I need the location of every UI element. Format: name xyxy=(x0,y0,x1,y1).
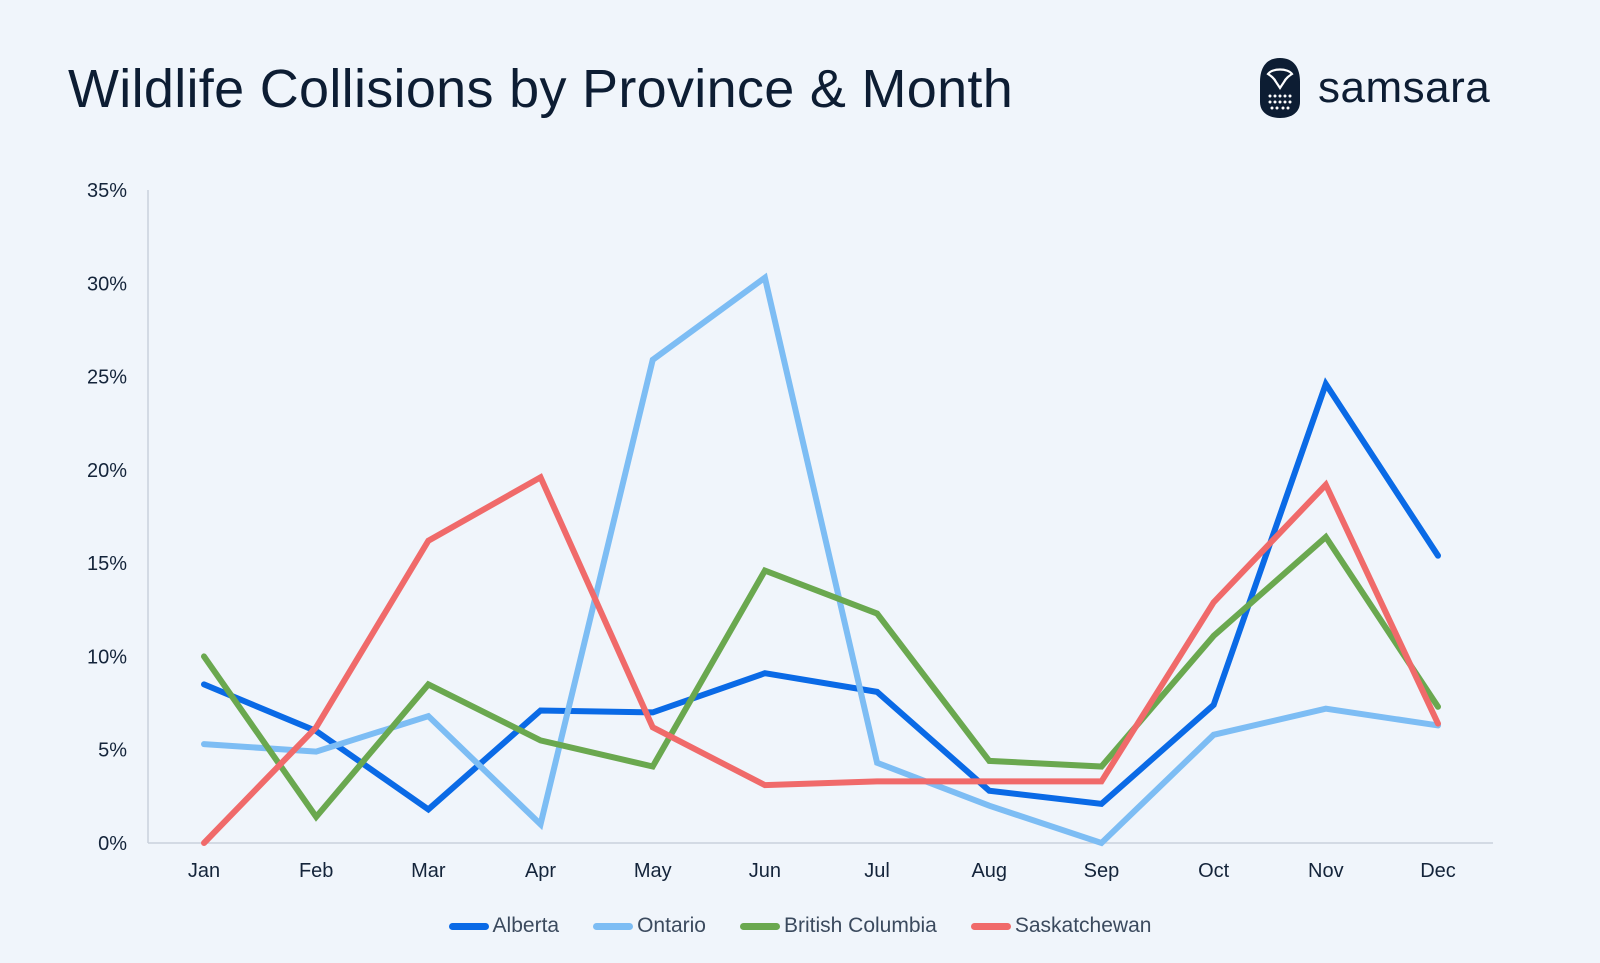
y-tick-label: 15% xyxy=(87,553,127,575)
series-line-saskatchewan xyxy=(201,473,1441,846)
y-tick-label: 35% xyxy=(87,180,127,202)
x-tick-label: Mar xyxy=(411,860,446,882)
y-tick-label: 30% xyxy=(87,273,127,295)
x-tick-label: Dec xyxy=(1420,860,1456,882)
legend-swatch xyxy=(970,922,1011,930)
brand-name: samsara xyxy=(1318,63,1491,112)
x-tick-label: Aug xyxy=(971,860,1007,882)
y-tick-label: 5% xyxy=(98,740,127,762)
x-tick-label: Apr xyxy=(525,860,556,882)
x-tick-label: Oct xyxy=(1198,860,1230,882)
legend-item: Ontario xyxy=(593,914,706,938)
chart-title: Wildlife Collisions by Province & Month xyxy=(68,59,1014,119)
x-tick-label: Feb xyxy=(299,860,333,882)
y-tick-label: 0% xyxy=(98,833,127,855)
brand-logo: samsara xyxy=(1258,56,1490,120)
y-tick-label: 10% xyxy=(87,646,127,668)
legend-label: British Columbia xyxy=(783,914,937,937)
owl-logo-icon xyxy=(1260,58,1300,118)
legend-swatch xyxy=(739,922,780,930)
series-line-alberta xyxy=(201,377,1441,814)
series-line-ontario xyxy=(201,272,1441,847)
legend-label: Ontario xyxy=(637,914,706,937)
y-tick-label: 25% xyxy=(87,367,127,389)
y-tick-label: 20% xyxy=(87,460,127,482)
line-chart: 0% 5% 10% 15% 20% 25% 30% 35% Jan Feb Mar Apr May Ju… xyxy=(87,180,1493,882)
x-tick-label: Sep xyxy=(1084,860,1120,882)
x-tick-label: Nov xyxy=(1308,860,1344,882)
legend-item: Saskatchewan xyxy=(970,914,1152,938)
series-line-british-columbia xyxy=(201,532,1441,822)
legend-item: British Columbia xyxy=(739,914,937,938)
x-tick-label: May xyxy=(634,860,672,882)
legend-label: Alberta xyxy=(492,914,560,937)
x-tick-label: Jan xyxy=(188,860,220,882)
legend-swatch xyxy=(448,922,489,930)
x-tick-label: Jun xyxy=(749,860,781,882)
legend-item: Alberta xyxy=(448,914,560,938)
legend-swatch xyxy=(593,922,634,930)
chart-legend: Alberta Ontario British Columbia Saskatchew… xyxy=(0,914,1600,938)
legend-label: Saskatchewan xyxy=(1014,914,1152,937)
x-tick-label: Jul xyxy=(864,860,890,882)
